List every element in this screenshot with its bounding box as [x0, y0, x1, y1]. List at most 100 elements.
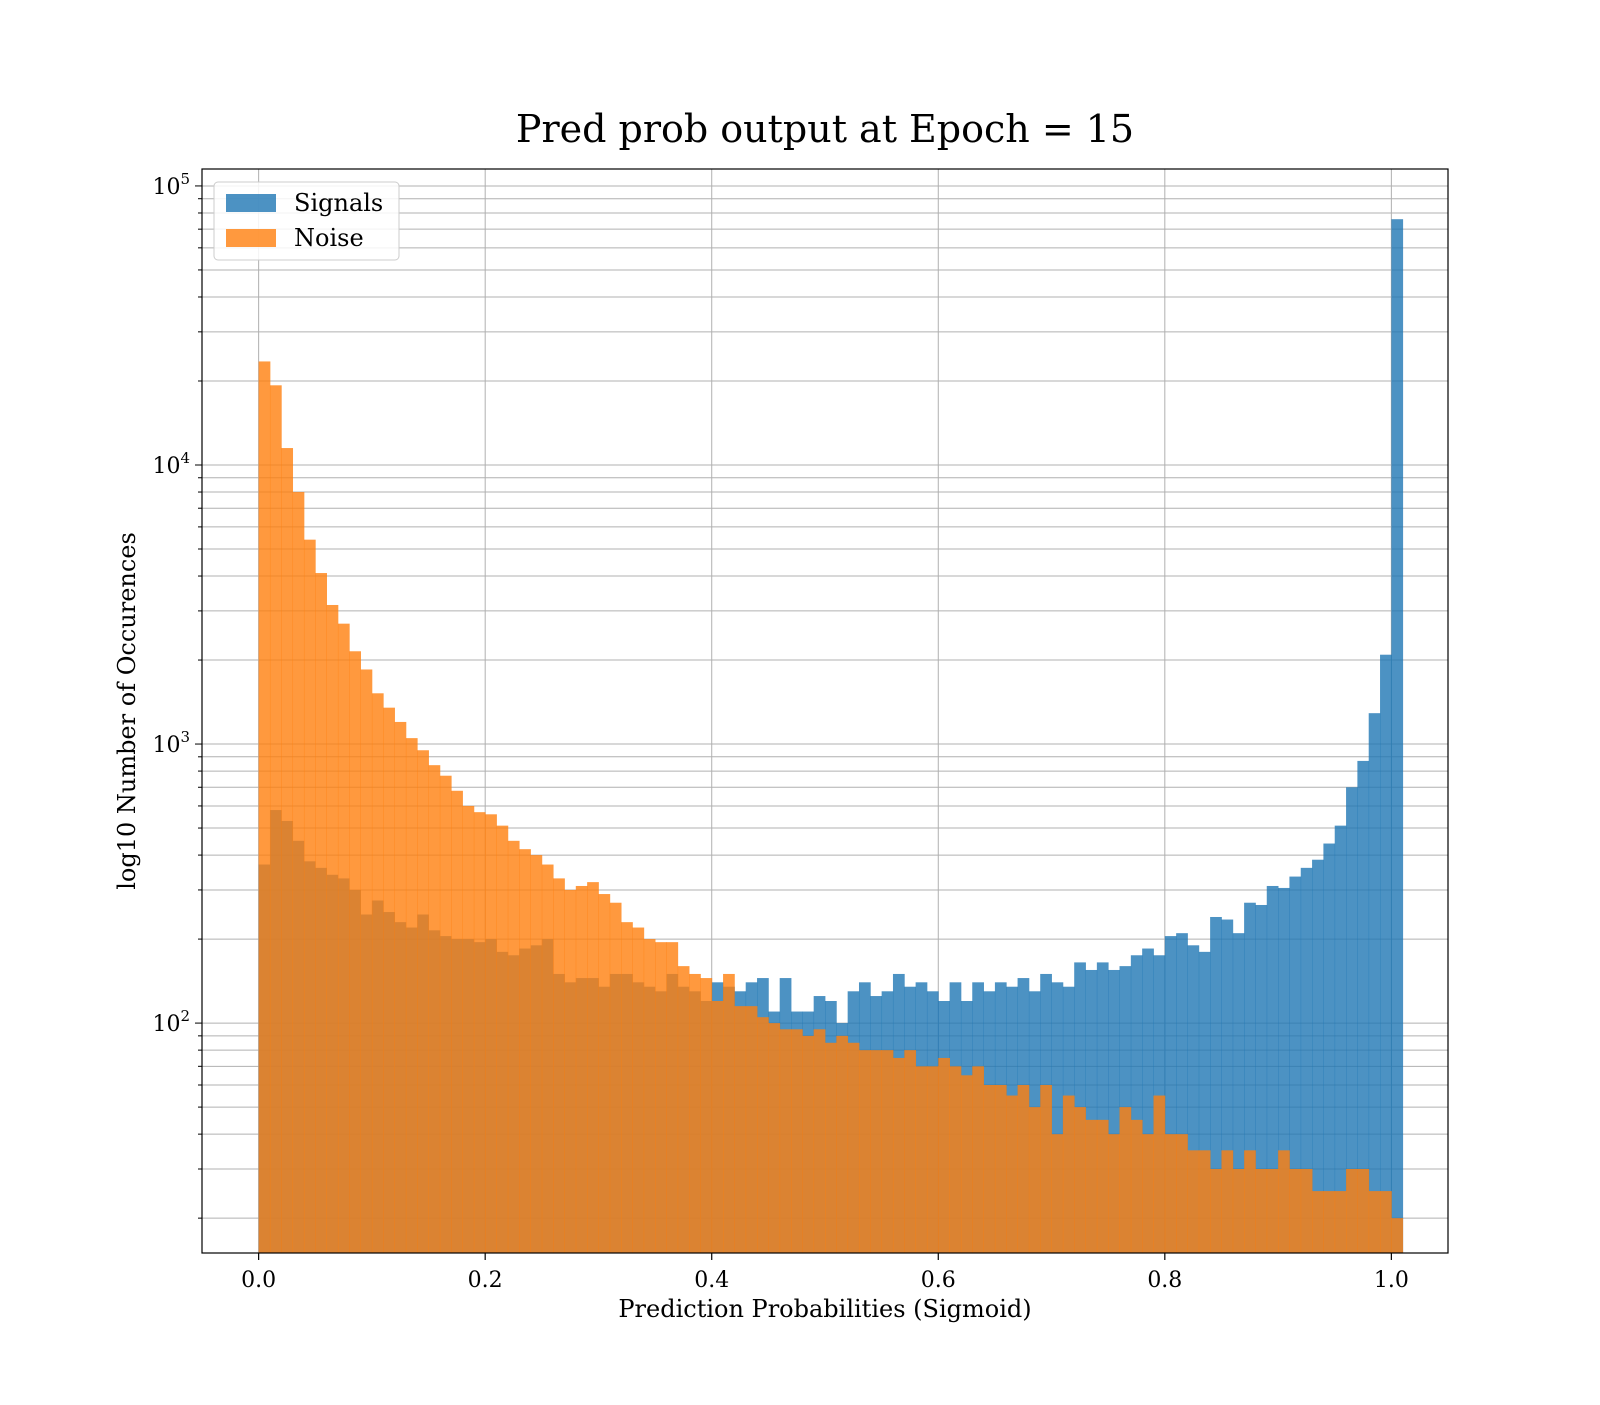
histogram-bar: [360, 669, 373, 1253]
histogram-bar: [1289, 876, 1302, 1253]
histogram-bar: [553, 878, 565, 1253]
histogram-bar: [1346, 787, 1358, 1253]
histogram-bar: [881, 1050, 894, 1253]
histogram-bar: [892, 1057, 905, 1253]
histogram-bar: [269, 385, 282, 1253]
histogram-bar: [1198, 1150, 1211, 1253]
histogram-bar: [904, 1050, 917, 1253]
histogram-bar: [394, 721, 407, 1253]
histogram-bar: [813, 1029, 826, 1253]
histogram-bar: [281, 448, 294, 1253]
histogram-bar: [655, 942, 667, 1253]
histogram-bar: [417, 750, 429, 1253]
histogram-bar: [666, 942, 679, 1253]
histogram-bar: [938, 1057, 950, 1253]
histogram-bar: [1051, 982, 1064, 1253]
histogram-bar: [1278, 887, 1290, 1253]
histogram-bar: [439, 775, 452, 1253]
histogram-bar: [870, 1050, 883, 1253]
y-tick-label: 104: [152, 449, 190, 479]
histogram-bar: [972, 1066, 984, 1253]
histogram-bar: [960, 1075, 973, 1253]
y-axis-label: log10 Number of Occurences: [113, 532, 141, 890]
histogram-bar: [802, 1035, 815, 1253]
histogram-bar: [1153, 1095, 1166, 1253]
histogram-bar: [507, 840, 520, 1253]
histogram-bar: [1006, 1095, 1018, 1253]
histogram-bar: [757, 1017, 769, 1253]
histogram-bar: [915, 1066, 928, 1253]
histogram-bar: [1040, 1084, 1052, 1253]
series-noise-bars: [258, 361, 1404, 1253]
histogram-bar: [541, 864, 554, 1253]
histogram-bar: [405, 738, 418, 1253]
histogram-bar: [1232, 1168, 1245, 1253]
histogram-bar: [1323, 843, 1336, 1253]
histogram-bar: [496, 825, 509, 1253]
histogram-bar: [1028, 1107, 1041, 1253]
histogram-bar: [1108, 969, 1120, 1253]
histogram-bar: [1085, 1119, 1098, 1253]
histogram-bar: [1051, 1134, 1064, 1253]
histogram-bar: [1380, 654, 1392, 1253]
histogram-bar: [575, 885, 588, 1253]
histogram-bar: [1255, 1168, 1268, 1253]
histogram-bar: [1142, 948, 1154, 1253]
histogram-bar: [1176, 1134, 1188, 1253]
histogram-bar: [994, 1084, 1007, 1253]
histogram-bar: [315, 573, 327, 1253]
legend-swatch-signals: [226, 194, 276, 212]
histogram-bar: [473, 812, 486, 1253]
x-axis-label: Prediction Probabilities (Sigmoid): [618, 1295, 1031, 1323]
histogram-bar: [258, 361, 271, 1253]
histogram-bar: [1142, 1134, 1154, 1253]
histogram-bar: [1368, 713, 1381, 1253]
histogram-bar: [326, 604, 339, 1253]
histogram-bar: [462, 805, 475, 1253]
histogram-bar: [768, 1023, 781, 1253]
histogram-bar: [530, 855, 543, 1253]
histogram-bar: [1221, 1150, 1234, 1253]
histogram-bar: [598, 894, 611, 1253]
x-tick-label: 0.0: [241, 1268, 276, 1293]
legend-label-signals: Signals: [294, 189, 383, 217]
histogram-bar: [949, 1066, 962, 1253]
histogram-bar: [926, 1066, 939, 1253]
histogram-bar: [1391, 1218, 1404, 1253]
histogram-bar: [1210, 916, 1222, 1253]
histogram-bar: [621, 922, 633, 1253]
histogram-bar: [1232, 933, 1245, 1253]
histogram-bar: [337, 623, 350, 1253]
histogram-bars: [258, 219, 1404, 1253]
y-tick-label: 105: [152, 170, 190, 200]
histogram-bar: [1164, 936, 1177, 1253]
histogram-bar: [1368, 1191, 1381, 1253]
histogram-bar: [836, 1035, 849, 1253]
histogram-bar: [700, 978, 713, 1253]
x-tick-label: 0.4: [694, 1268, 729, 1293]
histogram-bar: [1085, 969, 1098, 1253]
histogram-bar: [485, 814, 497, 1253]
histogram-bar: [1323, 1191, 1336, 1253]
x-tick-label: 0.6: [921, 1268, 956, 1293]
histogram-bar: [1176, 933, 1188, 1253]
histogram-bar: [1062, 1095, 1075, 1253]
histogram-bar: [1300, 867, 1313, 1253]
histogram-bar: [1289, 1168, 1302, 1253]
histogram-bar: [677, 966, 690, 1253]
histogram-bar: [1300, 1168, 1313, 1253]
y-tick-label: 103: [152, 728, 190, 758]
histogram-bar: [1346, 1168, 1358, 1253]
histogram-bar: [983, 1084, 996, 1253]
histogram-bar: [587, 882, 599, 1253]
x-tick-label: 0.2: [468, 1268, 503, 1293]
histogram-bar: [723, 973, 735, 1253]
histogram-bar: [1130, 1119, 1143, 1253]
y-tick-label: 102: [152, 1007, 190, 1037]
histogram-bar: [1119, 1107, 1132, 1253]
histogram-bar: [1278, 1150, 1290, 1253]
histogram-bar: [632, 927, 645, 1253]
histogram-bar: [779, 1029, 792, 1253]
histogram-bar: [1210, 1168, 1222, 1253]
